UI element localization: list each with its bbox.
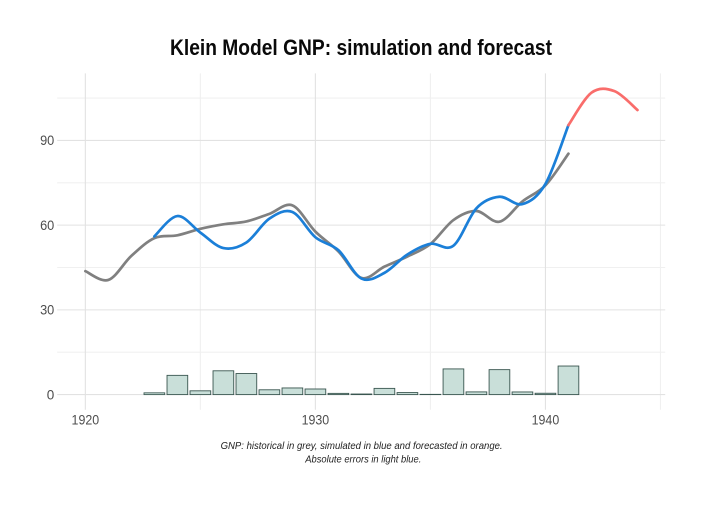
svg-text:1940: 1940	[532, 412, 560, 427]
svg-text:Klein Model GNP: simulation an: Klein Model GNP: simulation and forecast	[170, 35, 553, 60]
svg-text:Absolute errors in light blue.: Absolute errors in light blue.	[304, 454, 421, 466]
svg-text:0: 0	[47, 387, 55, 402]
svg-text:30: 30	[40, 303, 54, 318]
svg-text:1930: 1930	[302, 412, 330, 427]
svg-text:GNP: historical in grey, simul: GNP: historical in grey, simulated in bl…	[221, 440, 503, 452]
svg-text:90: 90	[40, 133, 54, 148]
svg-text:60: 60	[40, 218, 54, 233]
svg-text:1920: 1920	[72, 412, 100, 427]
